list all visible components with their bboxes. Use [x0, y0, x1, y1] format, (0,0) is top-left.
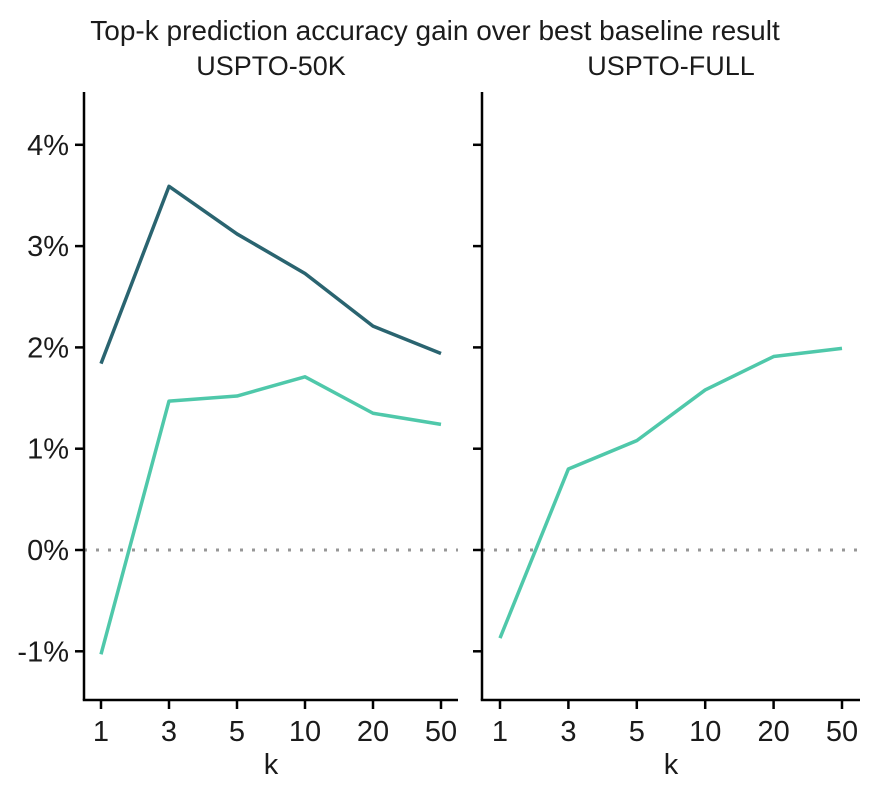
light-teal-line	[99, 375, 442, 655]
x-tick-label: 10	[289, 716, 321, 748]
x-tick-label: 20	[357, 716, 389, 748]
y-tick-label: 4%	[27, 130, 69, 162]
light-teal-line	[498, 346, 843, 639]
y-tick-label: 3%	[27, 231, 69, 263]
x-tick-label: 20	[757, 716, 789, 748]
panel-title-uspto-50k: USPTO-50K	[196, 51, 346, 81]
figure-title: Top-k prediction accuracy gain over best…	[90, 15, 780, 46]
x-tick-label: 1	[93, 716, 109, 748]
x-tick-label: 50	[826, 716, 858, 748]
chart-panel-uspto-50k: 4% 3% 2% 1% 0% -1% 1 3 5 10 20 50	[17, 92, 458, 748]
y-tick-label: 1%	[27, 434, 69, 466]
x-axis-label-left: k	[264, 749, 279, 781]
x-tick-label: 3	[560, 716, 576, 748]
y-tick-label: 0%	[27, 535, 69, 567]
x-tick-label: 10	[689, 716, 721, 748]
dark-teal-line	[99, 184, 442, 365]
x-tick-label: 50	[425, 716, 457, 748]
x-tick-label: 3	[161, 716, 177, 748]
y-tick-label: -1%	[17, 636, 69, 668]
x-axis-label-right: k	[664, 749, 679, 781]
x-tick-label: 5	[629, 716, 645, 748]
panel-title-uspto-full: USPTO-FULL	[587, 51, 755, 81]
y-tick-label: 2%	[27, 332, 69, 364]
x-tick-label: 5	[229, 716, 245, 748]
chart-panel-uspto-full: 1 3 5 10 20 50	[473, 92, 860, 748]
x-tick-label: 1	[492, 716, 508, 748]
